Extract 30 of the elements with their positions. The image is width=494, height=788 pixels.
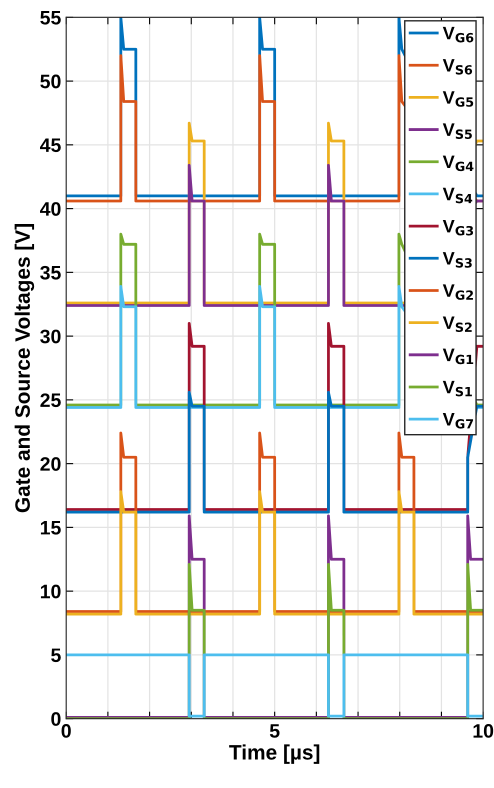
x-axis-title: Time [µs]	[229, 744, 320, 764]
legend-label: V$_{G1}$	[442, 348, 474, 364]
y-tick-label: 40	[40, 202, 61, 216]
legend-label: V$_{G6}$	[442, 26, 474, 42]
x-tick-label: 10	[474, 724, 494, 738]
legend-label: V$_{G2}$	[442, 284, 473, 300]
y-tick-label: 50	[40, 74, 61, 88]
legend-label: V$_{S1}$	[442, 380, 472, 396]
y-tick-label: 25	[40, 393, 61, 408]
y-axis-title: Gate and Source Voltages [V]	[14, 224, 34, 512]
legend-label: V$_{S4}$	[442, 188, 472, 204]
y-tick-label: 0	[51, 712, 61, 726]
legend-label: V$_{G7}$	[442, 413, 474, 429]
legend-label: V$_{G3}$	[442, 220, 474, 236]
legend-label: V$_{S6}$	[442, 59, 472, 75]
legend-label: V$_{S2}$	[442, 316, 472, 332]
y-tick-label: 20	[40, 457, 61, 471]
y-tick-label: 35	[40, 266, 61, 280]
y-tick-label: 30	[40, 330, 61, 344]
y-tick-label: 15	[40, 521, 61, 535]
legend-label: V$_{S5}$	[442, 123, 472, 139]
legend-label: V$_{G4}$	[442, 156, 474, 172]
y-tick-label: 55	[40, 11, 61, 25]
legend-label: V$_{G5}$	[442, 91, 474, 107]
x-tick-label: 0	[62, 724, 71, 738]
x-tick-label: 5	[270, 724, 280, 738]
y-tick-label: 10	[40, 584, 61, 598]
legend-label: V$_{S3}$	[442, 252, 472, 268]
y-tick-label: 45	[40, 138, 61, 152]
y-tick-label: 5	[51, 648, 61, 662]
